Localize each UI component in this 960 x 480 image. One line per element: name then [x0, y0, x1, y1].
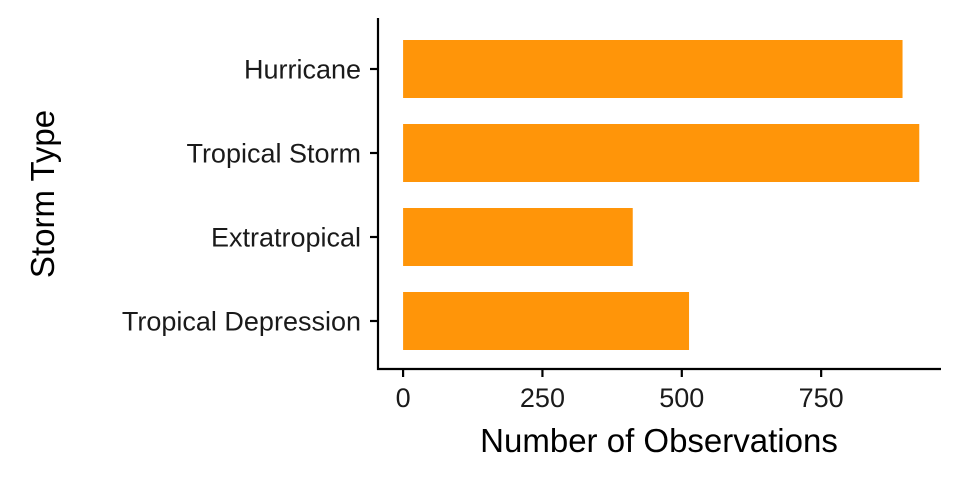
x-axis-ticks: 0 250 500 750 [396, 369, 844, 413]
bar-extratropical [403, 208, 633, 266]
y-tick-label-hurricane: Hurricane [244, 55, 361, 85]
y-axis-title: Storm Type [24, 110, 61, 278]
bar-tropical-storm [403, 124, 920, 182]
x-tick-label-0: 0 [396, 383, 411, 413]
bar-hurricane [403, 40, 903, 98]
y-tick-label-extratropical: Extratropical [211, 223, 361, 253]
x-tick-label-500: 500 [659, 383, 704, 413]
y-axis-ticks: Hurricane Tropical Storm Extratropical Trop… [122, 55, 378, 337]
x-tick-label-750: 750 [799, 383, 844, 413]
y-tick-label-tropical-storm: Tropical Storm [186, 139, 361, 169]
x-axis-title: Number of Observations [480, 422, 838, 459]
x-tick-label-250: 250 [520, 383, 565, 413]
bars-group [403, 40, 920, 350]
bar-tropical-depression [403, 292, 690, 350]
y-tick-label-tropical-depression: Tropical Depression [122, 307, 361, 337]
